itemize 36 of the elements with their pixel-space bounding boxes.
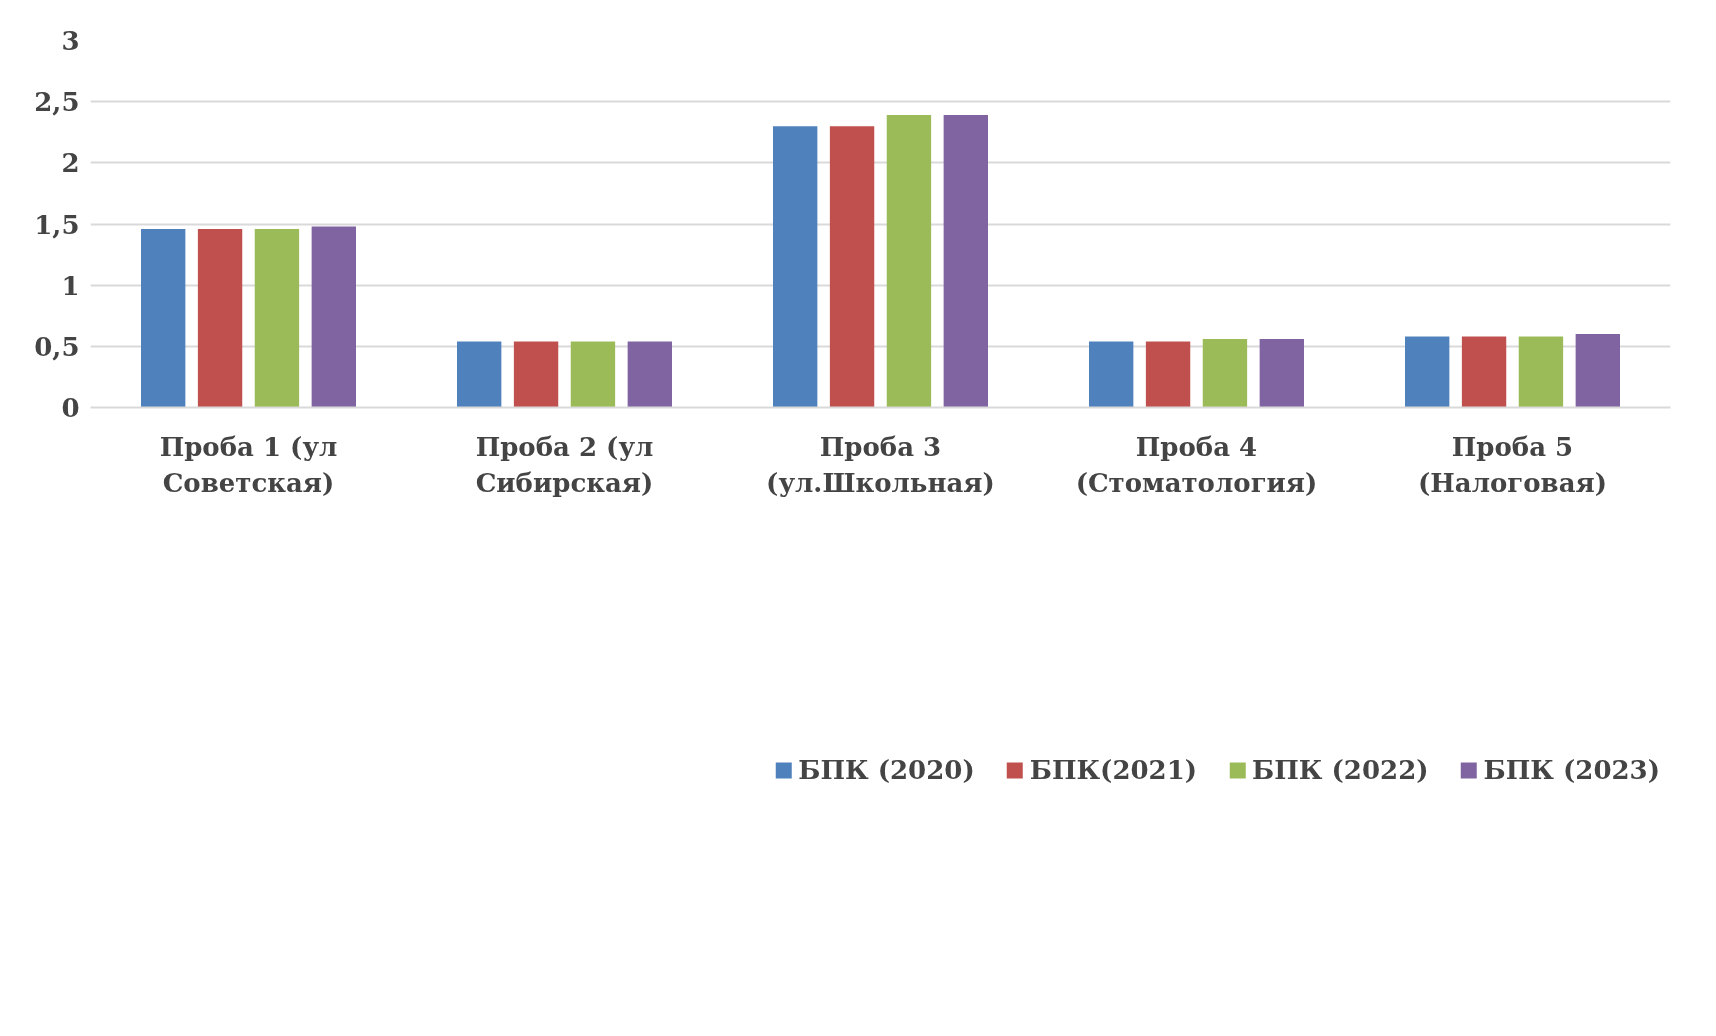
x-tick-label: Проба 3 (ул.Школьная) <box>766 431 995 498</box>
bar <box>627 341 672 408</box>
bar <box>457 341 502 408</box>
bar <box>1575 334 1620 408</box>
bar <box>197 228 243 408</box>
bar <box>1259 338 1304 408</box>
bar <box>829 126 875 408</box>
bar <box>1202 338 1248 408</box>
bar <box>311 226 356 408</box>
bar <box>943 115 988 408</box>
bar <box>886 115 932 408</box>
bar <box>1145 341 1191 408</box>
bar <box>773 126 818 408</box>
legend-label: БПК (2023) <box>1483 755 1660 785</box>
bar <box>1518 336 1564 408</box>
x-tick-label: Проба 4 (Стоматология) <box>1075 431 1318 498</box>
bar <box>141 228 186 408</box>
legend-label: БПК (2022) <box>1252 755 1429 785</box>
x-tick-label: Проба 1 (ул Советская) <box>159 431 338 498</box>
y-tick-label: 2,5 <box>34 87 80 118</box>
y-tick-label: 1 <box>61 270 80 301</box>
bar <box>513 341 559 408</box>
x-tick-label: Проба 5 (Налоговая) <box>1417 431 1608 498</box>
y-tick-label: 3 <box>61 26 80 56</box>
y-tick-label: 0 <box>61 393 80 423</box>
bar <box>1405 336 1450 408</box>
legend-label: БПК (2020) <box>798 755 975 785</box>
x-tick-label: Проба 2 (ул Сибирская) <box>475 431 654 498</box>
y-tick-label: 0,5 <box>34 331 80 362</box>
y-tick-label: 1,5 <box>34 209 80 240</box>
y-tick-label: 2 <box>61 148 80 179</box>
bar <box>1089 341 1134 408</box>
bar <box>254 228 300 408</box>
bar <box>570 341 616 408</box>
legend-label: БПК(2021) <box>1029 755 1198 785</box>
bar <box>1461 336 1507 408</box>
